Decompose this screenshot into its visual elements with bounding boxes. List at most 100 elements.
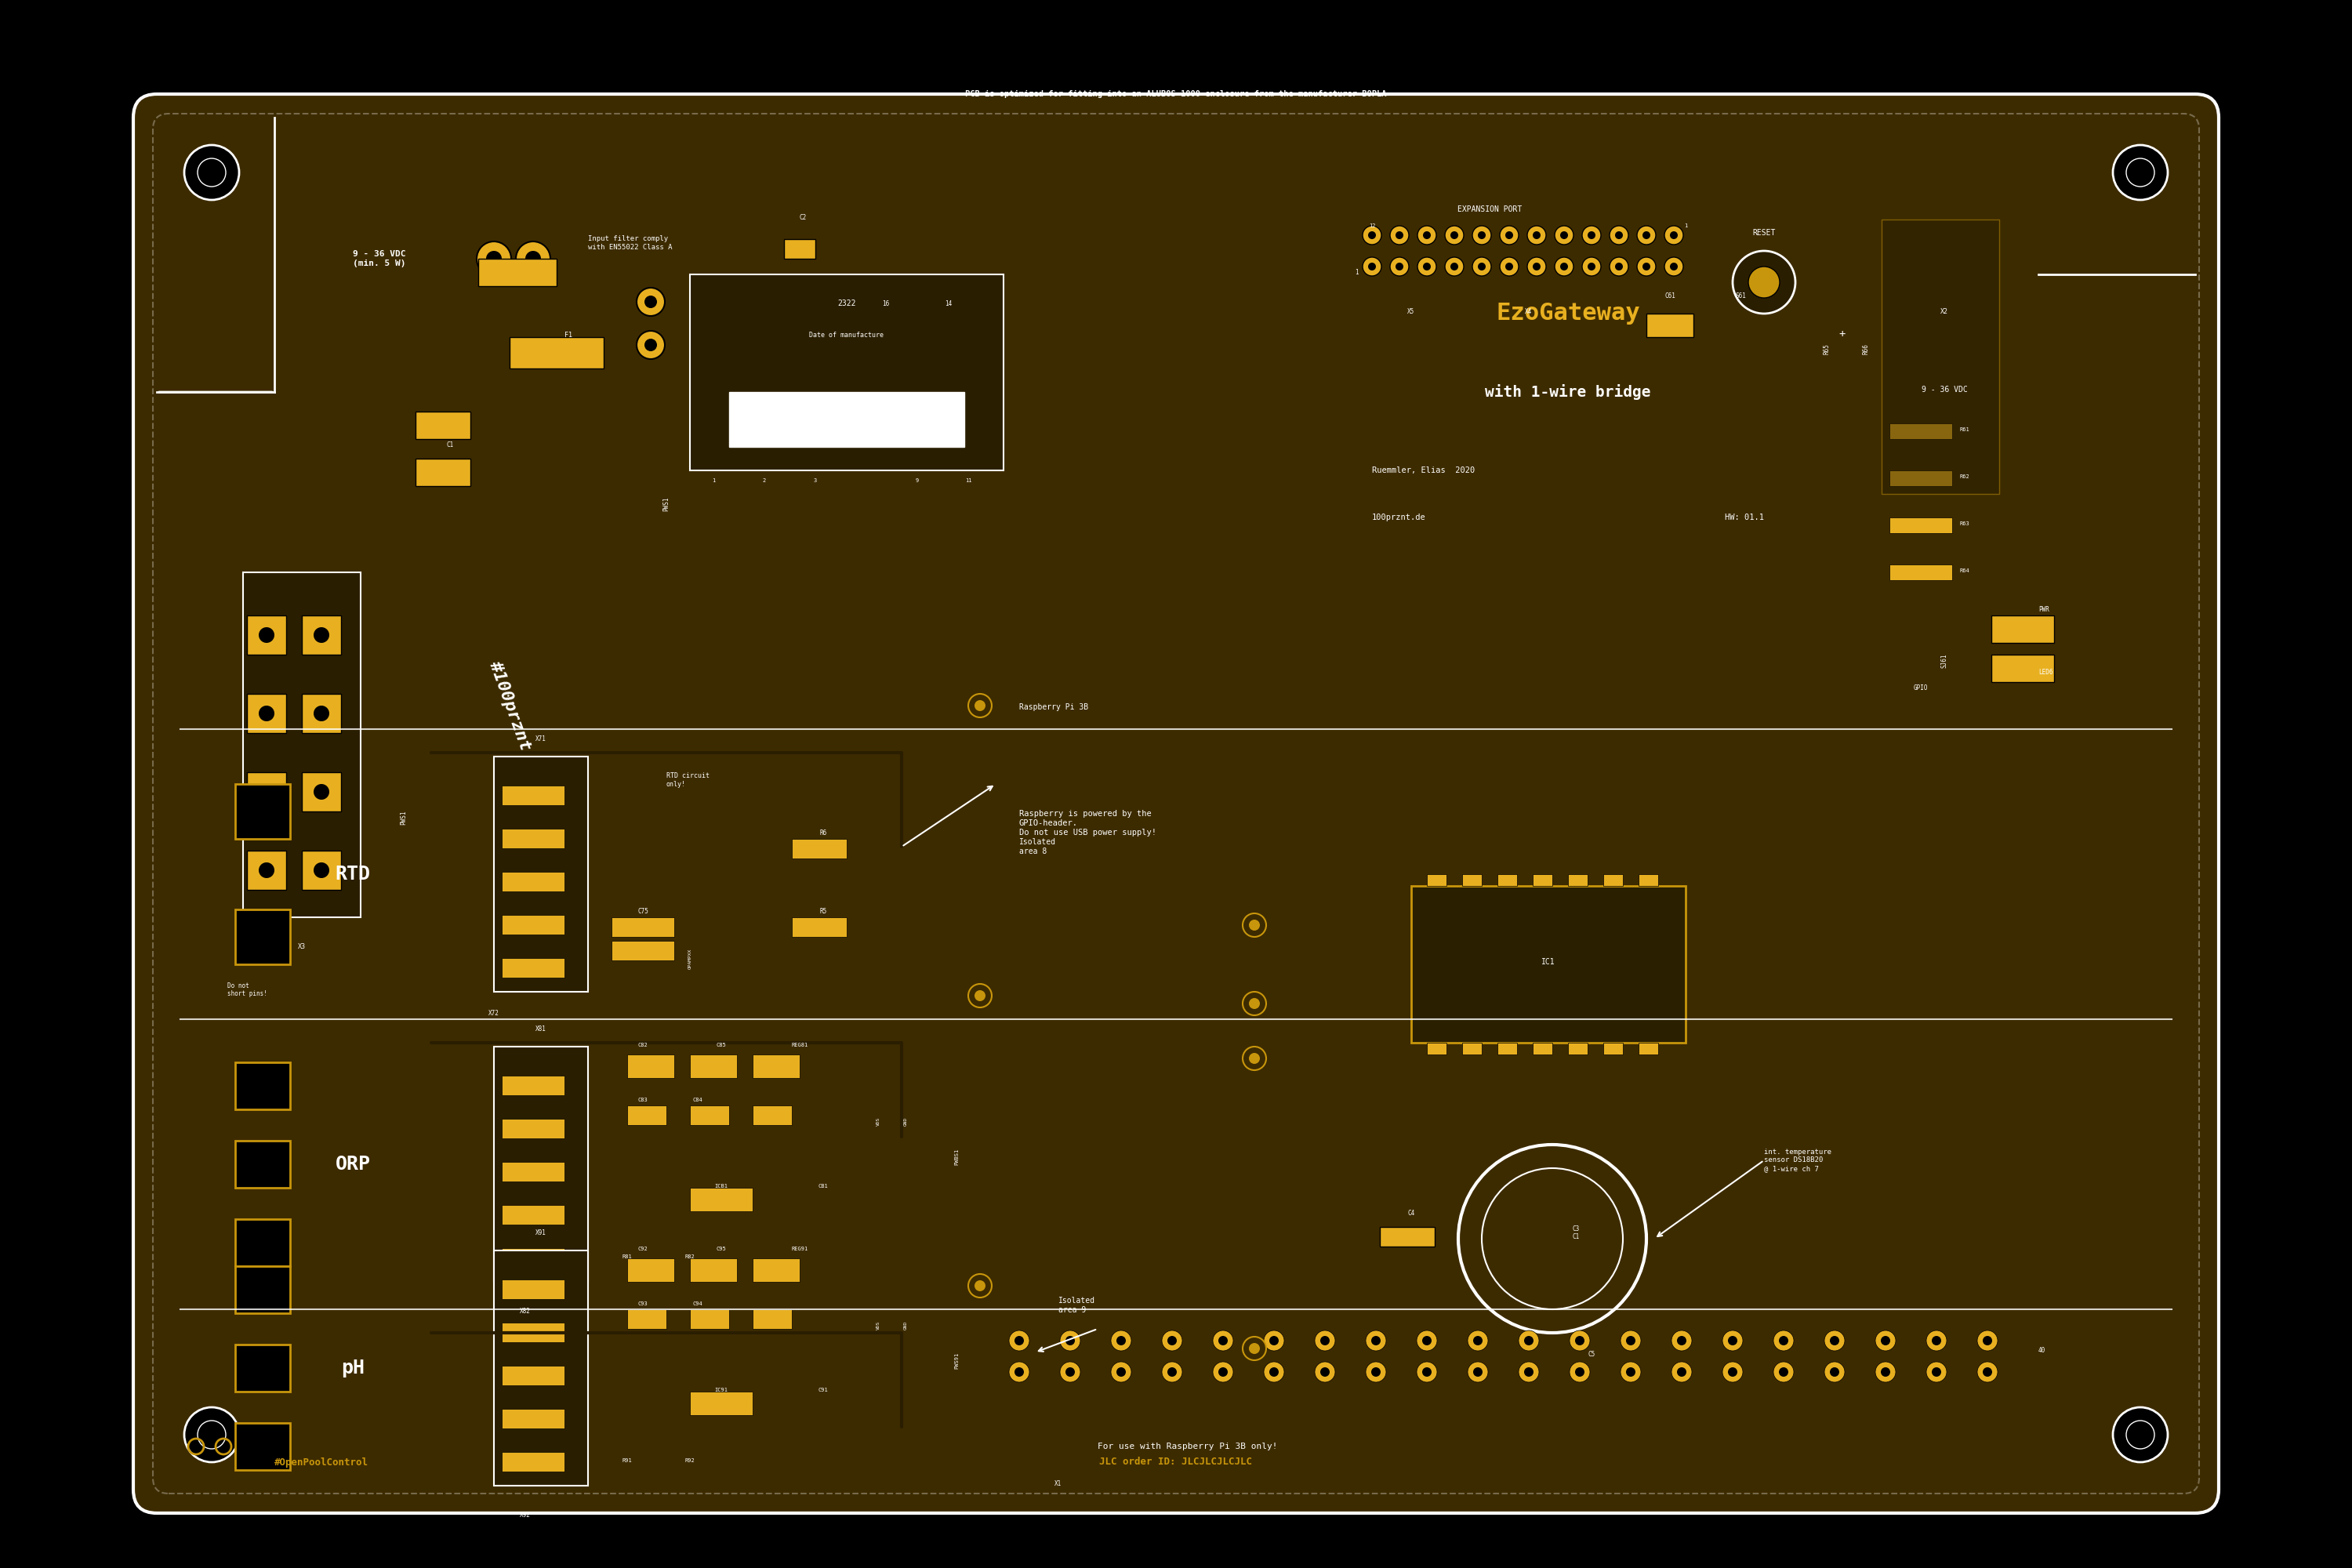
Bar xyxy=(1889,564,1952,580)
Circle shape xyxy=(1371,1336,1381,1345)
Circle shape xyxy=(1110,1330,1131,1350)
Text: PCB is optimized for fitting into an ALUBOS 1000 enclosure from the manufacturer: PCB is optimized for fitting into an ALU… xyxy=(964,89,1388,97)
Circle shape xyxy=(1583,257,1602,276)
Text: ORP: ORP xyxy=(334,1154,372,1173)
Bar xyxy=(1889,423,1952,439)
Bar xyxy=(494,1047,588,1283)
Circle shape xyxy=(1162,1361,1183,1383)
Circle shape xyxy=(1061,1330,1080,1350)
Bar xyxy=(612,917,675,938)
Circle shape xyxy=(1167,1336,1176,1345)
Text: F1: F1 xyxy=(564,332,572,339)
Bar xyxy=(501,1408,564,1428)
Circle shape xyxy=(1319,1336,1329,1345)
Text: VDS: VDS xyxy=(875,1320,880,1330)
Text: S61: S61 xyxy=(1736,292,1745,299)
Circle shape xyxy=(1472,1336,1482,1345)
Circle shape xyxy=(1501,257,1519,276)
Text: C5: C5 xyxy=(1588,1352,1595,1358)
Text: RTD: RTD xyxy=(334,866,372,884)
Text: C3
C1: C3 C1 xyxy=(1571,1225,1581,1240)
Bar xyxy=(235,784,289,839)
Circle shape xyxy=(1065,1367,1075,1377)
Circle shape xyxy=(1670,262,1677,270)
Circle shape xyxy=(1526,226,1545,245)
Bar xyxy=(1639,875,1658,886)
Bar xyxy=(1569,1043,1588,1055)
Text: 12: 12 xyxy=(1369,223,1376,227)
Circle shape xyxy=(1451,262,1458,270)
Text: X81: X81 xyxy=(536,1025,546,1032)
Text: PWS1: PWS1 xyxy=(663,497,670,511)
Bar xyxy=(689,1189,753,1210)
Circle shape xyxy=(313,627,329,643)
Circle shape xyxy=(1555,257,1573,276)
Circle shape xyxy=(1263,1330,1284,1350)
Text: R63: R63 xyxy=(1959,521,1971,527)
Text: X1: X1 xyxy=(1054,1480,1063,1486)
Circle shape xyxy=(974,991,985,1002)
Circle shape xyxy=(1416,1330,1437,1350)
Bar xyxy=(501,916,564,935)
Bar xyxy=(1569,875,1588,886)
Text: pH: pH xyxy=(341,1358,365,1377)
Circle shape xyxy=(1642,262,1651,270)
Text: GPIO: GPIO xyxy=(1915,684,1929,691)
Circle shape xyxy=(1423,1336,1432,1345)
Circle shape xyxy=(1444,226,1463,245)
Text: #100prznt: #100prznt xyxy=(487,659,534,753)
Circle shape xyxy=(1576,1336,1585,1345)
Circle shape xyxy=(515,241,550,276)
Circle shape xyxy=(1270,1336,1279,1345)
Text: For use with Raspberry Pi 3B only!: For use with Raspberry Pi 3B only! xyxy=(1098,1443,1277,1450)
Text: JLC order ID: JLCJLCJLCJLC: JLC order ID: JLCJLCJLCJLC xyxy=(1098,1457,1251,1468)
Bar xyxy=(753,1054,800,1079)
Circle shape xyxy=(259,784,275,800)
Circle shape xyxy=(1524,1336,1534,1345)
Text: 1: 1 xyxy=(713,478,715,483)
Bar xyxy=(1889,517,1952,533)
Bar xyxy=(1646,314,1693,337)
Bar xyxy=(510,337,604,368)
Bar xyxy=(501,786,564,806)
Circle shape xyxy=(1642,230,1651,238)
Text: R6: R6 xyxy=(818,829,828,837)
Circle shape xyxy=(1009,1330,1030,1350)
Bar xyxy=(1463,1043,1482,1055)
Text: EzoGateway: EzoGateway xyxy=(1496,303,1639,325)
Bar xyxy=(689,1258,736,1283)
Circle shape xyxy=(1576,1367,1585,1377)
Circle shape xyxy=(1362,257,1381,276)
Bar xyxy=(235,909,289,964)
Bar xyxy=(501,1366,564,1386)
Text: X3: X3 xyxy=(299,942,306,950)
Circle shape xyxy=(1983,1367,1992,1377)
Text: C84: C84 xyxy=(694,1098,703,1102)
Circle shape xyxy=(1778,1336,1788,1345)
Circle shape xyxy=(1670,230,1677,238)
Text: C75: C75 xyxy=(637,908,649,916)
Bar xyxy=(628,1309,666,1330)
Circle shape xyxy=(1477,230,1486,238)
Circle shape xyxy=(1677,1336,1686,1345)
Circle shape xyxy=(198,158,226,187)
Circle shape xyxy=(1423,1367,1432,1377)
Circle shape xyxy=(1519,1330,1538,1350)
Circle shape xyxy=(524,251,541,267)
Circle shape xyxy=(259,706,275,721)
Circle shape xyxy=(1214,1361,1232,1383)
Text: +: + xyxy=(1839,329,1846,340)
Text: GND: GND xyxy=(903,1320,908,1330)
Circle shape xyxy=(1588,262,1595,270)
Text: R65: R65 xyxy=(1823,343,1830,354)
Circle shape xyxy=(1677,1367,1686,1377)
Bar xyxy=(235,1220,289,1267)
Text: C92: C92 xyxy=(637,1247,647,1251)
Bar xyxy=(501,872,564,891)
Circle shape xyxy=(1609,257,1628,276)
Circle shape xyxy=(1830,1367,1839,1377)
Circle shape xyxy=(1926,1361,1947,1383)
Circle shape xyxy=(183,1408,240,1461)
Circle shape xyxy=(1559,230,1569,238)
Bar xyxy=(1639,1043,1658,1055)
